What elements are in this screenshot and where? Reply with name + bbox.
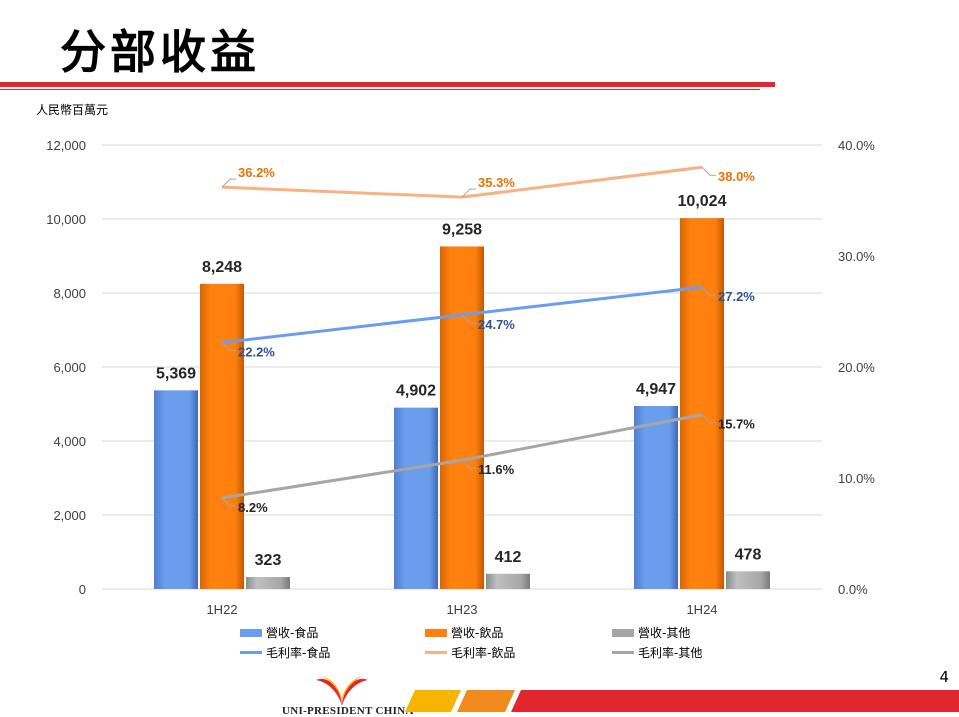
y-left-tick-label: 0 <box>79 582 86 597</box>
title-underline <box>0 82 775 87</box>
line-label-leader <box>701 166 716 176</box>
title-underline-thin <box>0 89 760 90</box>
line-margin-beverage <box>221 165 703 199</box>
line-value-label: 11.6% <box>478 462 515 477</box>
legend-swatch-margin-beverage <box>425 651 447 654</box>
bar-revenue-beverage <box>200 283 244 589</box>
legend-label-revenue-other: 營收-其他 <box>638 626 691 640</box>
line-label-leader <box>461 459 476 469</box>
y-left-tick-label: 2,000 <box>53 508 86 523</box>
unit-label: 人民幣百萬元 <box>36 103 109 117</box>
bar-value-label: 478 <box>735 546 762 563</box>
y-right-tick-label: 40.0% <box>838 138 875 153</box>
line-value-label: 8.2% <box>238 500 268 515</box>
y-left-tick-label: 4,000 <box>53 434 86 449</box>
line-label-leader <box>221 497 236 507</box>
legend-swatch-revenue-food <box>240 628 262 637</box>
bar-value-label: 4,947 <box>636 381 676 398</box>
legend-swatch-margin-food <box>240 651 262 654</box>
bar-value-label: 412 <box>495 549 522 566</box>
legend-label-margin-beverage: 毛利率-飲品 <box>451 646 516 660</box>
bar-value-label: 9,258 <box>442 221 482 238</box>
bar-value-label: 10,024 <box>678 193 727 210</box>
bar-value-label: 323 <box>255 552 282 569</box>
legend-item-revenue-beverage: 營收-飲品 <box>425 624 503 641</box>
bar-value-label: 5,369 <box>156 365 196 382</box>
y-right-tick-label: 30.0% <box>838 249 875 264</box>
bar-value-label: 8,248 <box>202 259 242 276</box>
footer-stripes <box>405 690 959 712</box>
y-left-tick-label: 12,000 <box>46 138 86 153</box>
legend-swatch-margin-other <box>612 651 634 654</box>
bar-revenue-food <box>394 407 438 589</box>
company-logo-icon <box>316 676 368 706</box>
line-label-leader <box>221 342 236 352</box>
page-number: 4 <box>939 668 949 686</box>
bar-revenue-other <box>486 573 530 589</box>
line-label-leader <box>461 188 476 198</box>
y-right-tick-label: 0.0% <box>838 582 868 597</box>
line-value-label: 22.2% <box>238 345 275 360</box>
y-left-tick-label: 8,000 <box>53 286 86 301</box>
bar-revenue-other <box>726 571 770 589</box>
line-label-leader <box>221 178 236 188</box>
legend-item-margin-other: 毛利率-其他 <box>612 644 702 661</box>
legend-label-revenue-beverage: 營收-飲品 <box>451 626 504 640</box>
line-value-label: 35.3% <box>478 175 515 190</box>
line-label-leader <box>701 414 716 424</box>
legend-swatch-revenue-other <box>612 628 634 637</box>
legend-label-margin-food: 毛利率-食品 <box>266 646 331 660</box>
line-value-label: 27.2% <box>718 289 755 304</box>
bar-value-label: 4,902 <box>396 383 436 400</box>
legend-label-margin-other: 毛利率-其他 <box>638 646 703 660</box>
y-left-tick-label: 6,000 <box>53 360 86 375</box>
y-right-tick-label: 20.0% <box>838 360 875 375</box>
y-right-tick-label: 10.0% <box>838 471 875 486</box>
bar-revenue-food <box>634 405 678 589</box>
legend-item-revenue-other: 營收-其他 <box>612 624 690 641</box>
bar-revenue-food <box>154 390 198 589</box>
x-tick-label: 1H24 <box>686 602 717 617</box>
brand-name: UNI-PRESIDENT CHINA <box>282 705 414 717</box>
x-tick-label: 1H23 <box>446 602 477 617</box>
legend-item-margin-food: 毛利率-食品 <box>240 644 330 661</box>
line-label-leader <box>461 314 476 324</box>
line-label-leader <box>701 286 716 296</box>
legend-item-revenue-food: 營收-食品 <box>240 624 318 641</box>
page-title: 分部收益 <box>60 25 260 79</box>
line-value-label: 36.2% <box>238 165 275 180</box>
x-tick-label: 1H22 <box>206 602 237 617</box>
line-value-label: 24.7% <box>478 317 515 332</box>
y-left-tick-label: 10,000 <box>46 212 86 227</box>
bar-revenue-beverage <box>440 246 484 590</box>
legend-label-revenue-food: 營收-食品 <box>266 626 319 640</box>
bar-revenue-beverage <box>680 218 724 589</box>
legend-swatch-revenue-beverage <box>425 628 447 637</box>
line-value-label: 15.7% <box>718 417 755 432</box>
line-value-label: 38.0% <box>718 169 755 184</box>
bar-revenue-other <box>246 577 290 589</box>
legend-item-margin-beverage: 毛利率-飲品 <box>425 644 515 661</box>
